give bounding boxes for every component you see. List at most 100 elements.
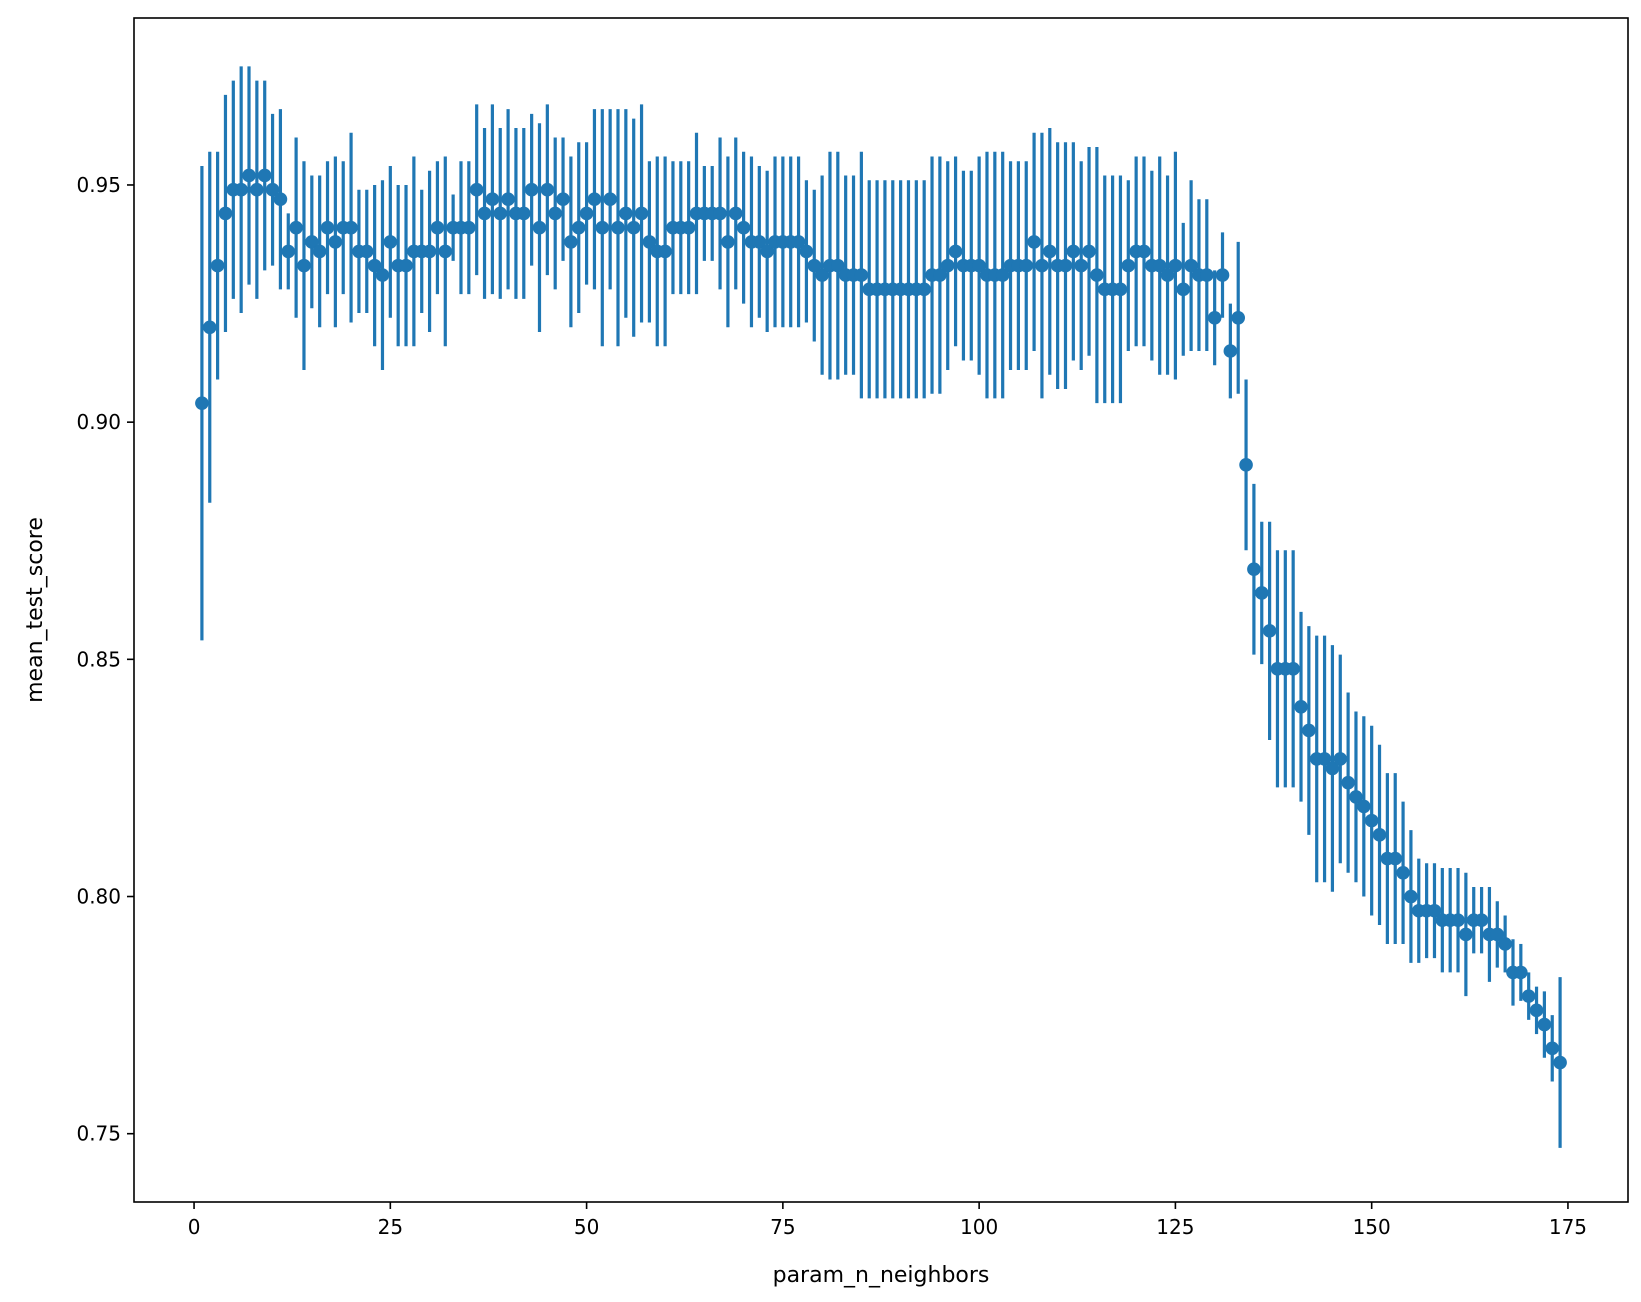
- data-point: [571, 220, 586, 235]
- data-point: [658, 244, 672, 259]
- data-point: [289, 220, 303, 235]
- data-point: [1317, 752, 1332, 766]
- data-point: [1545, 1041, 1560, 1056]
- data-point: [430, 220, 445, 235]
- data-point: [1553, 1055, 1567, 1070]
- data-point: [1451, 913, 1465, 928]
- y-axis-label: mean_test_score: [23, 517, 48, 703]
- data-point: [917, 282, 931, 297]
- data-point: [1239, 458, 1253, 472]
- data-point: [556, 192, 570, 207]
- data-point: [548, 206, 562, 221]
- data-point: [1019, 258, 1034, 273]
- data-point: [1027, 235, 1041, 249]
- x-axis-label: param_n_neighbors: [773, 1263, 990, 1288]
- data-point: [1152, 258, 1167, 273]
- data-layer: [195, 66, 1567, 1148]
- data-point: [305, 235, 319, 249]
- data-point: [344, 220, 358, 235]
- data-point: [1035, 258, 1049, 273]
- y-tick-label: 0.85: [76, 647, 121, 671]
- data-point: [1207, 310, 1222, 325]
- data-point: [485, 192, 500, 207]
- data-point: [202, 320, 217, 335]
- data-point: [681, 220, 696, 235]
- data-point: [1529, 1003, 1544, 1018]
- x-tick-label: 100: [960, 1215, 998, 1239]
- data-point: [799, 244, 814, 259]
- data-point: [462, 220, 476, 235]
- data-point: [399, 258, 413, 273]
- data-point: [501, 192, 515, 207]
- data-point: [1427, 903, 1442, 918]
- data-point: [210, 258, 225, 273]
- data-point: [626, 220, 641, 235]
- data-point: [611, 220, 625, 235]
- data-point: [367, 258, 382, 273]
- data-point: [328, 235, 343, 249]
- x-tick-label: 0: [188, 1215, 201, 1239]
- data-point: [242, 168, 256, 183]
- data-point: [579, 206, 594, 221]
- data-point: [1254, 586, 1269, 600]
- data-point: [281, 244, 296, 259]
- x-tick-label: 50: [574, 1215, 599, 1239]
- y-tick-label: 0.90: [76, 410, 121, 434]
- data-point: [532, 220, 547, 235]
- data-point: [1042, 244, 1057, 259]
- data-point: [1302, 723, 1316, 738]
- data-point: [257, 168, 272, 183]
- data-point: [422, 244, 437, 259]
- data-point: [1247, 562, 1261, 577]
- data-point: [1364, 813, 1379, 828]
- data-point: [312, 244, 327, 259]
- data-point: [642, 235, 657, 249]
- data-point: [1137, 244, 1151, 259]
- data-point: [713, 206, 727, 221]
- data-point: [728, 206, 743, 221]
- data-point: [791, 235, 806, 249]
- data-point: [1184, 258, 1198, 273]
- plot-frame: [133, 17, 1629, 1203]
- data-point: [320, 220, 335, 235]
- data-point: [619, 206, 633, 221]
- data-point: [1498, 937, 1512, 951]
- data-point: [972, 258, 986, 273]
- data-point: [1168, 258, 1183, 273]
- data-point: [1325, 761, 1340, 776]
- data-point: [1333, 752, 1348, 766]
- data-point: [1459, 927, 1473, 942]
- data-point: [603, 192, 617, 207]
- data-point: [1396, 865, 1410, 880]
- data-point: [265, 182, 280, 197]
- data-point: [273, 192, 288, 207]
- data-point: [948, 244, 963, 259]
- data-point: [383, 235, 398, 249]
- data-point: [1474, 913, 1489, 928]
- data-point: [1357, 799, 1371, 814]
- data-point: [1404, 889, 1418, 904]
- data-point: [297, 258, 311, 273]
- data-point: [1537, 1017, 1552, 1032]
- data-point: [1349, 790, 1363, 804]
- x-tick-label: 150: [1353, 1215, 1391, 1239]
- x-tick-label: 175: [1549, 1215, 1587, 1239]
- data-point: [1388, 851, 1403, 866]
- data-point: [736, 220, 751, 235]
- data-point: [477, 206, 492, 221]
- data-point: [524, 182, 539, 197]
- data-point: [516, 206, 531, 221]
- data-point: [540, 182, 555, 197]
- data-point: [1262, 624, 1277, 638]
- data-point: [854, 268, 869, 282]
- y-tick-label: 0.80: [76, 885, 121, 909]
- data-point: [438, 244, 453, 259]
- data-point: [1372, 828, 1387, 842]
- data-point: [587, 192, 602, 207]
- data-point: [721, 235, 735, 249]
- data-point: [1082, 244, 1096, 259]
- data-point: [375, 268, 390, 282]
- data-point: [1521, 989, 1536, 1003]
